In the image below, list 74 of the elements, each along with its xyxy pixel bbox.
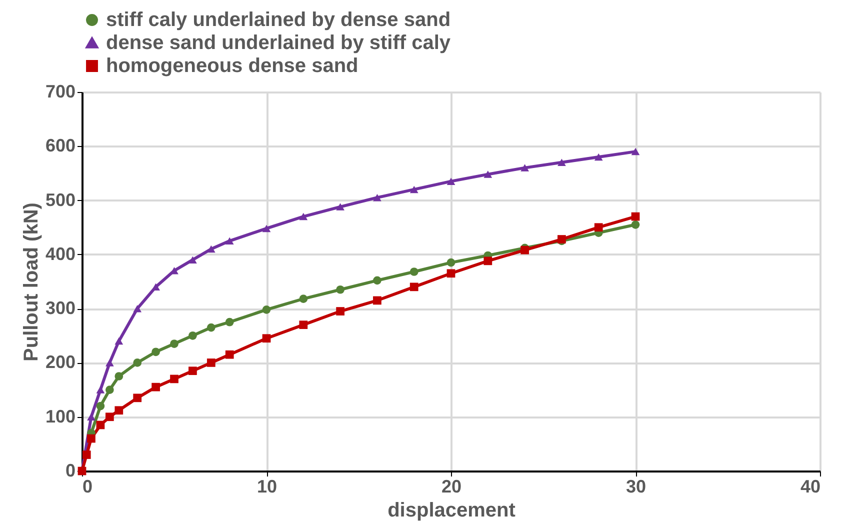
point (262, 334, 271, 343)
point (373, 194, 382, 202)
point (631, 212, 640, 221)
point (262, 224, 271, 232)
point (105, 359, 114, 366)
point (206, 323, 216, 332)
y-tick-label: 100 (45, 406, 76, 426)
point (446, 178, 456, 185)
point (87, 413, 96, 420)
y-tick-label: 700 (45, 82, 76, 102)
y-tick-label: 200 (45, 352, 76, 372)
point (336, 203, 344, 210)
x-axis-title: displacement (388, 500, 516, 522)
point (484, 170, 492, 178)
point (188, 366, 197, 376)
x-tick-label: 20 (441, 476, 462, 496)
point (225, 350, 234, 359)
point (631, 148, 640, 156)
point (373, 296, 382, 305)
point (96, 386, 105, 394)
y-tick-label: 300 (45, 298, 76, 318)
y-tick-label: 400 (45, 244, 76, 264)
y-tick-label: 600 (45, 136, 76, 156)
point (336, 307, 344, 316)
point (114, 337, 124, 345)
point (446, 258, 456, 267)
point (410, 268, 418, 276)
legend-label: stiff caly underlained by dense sand (106, 9, 451, 31)
y-axis-title: Pullout load (kN) (20, 202, 42, 362)
point (152, 283, 160, 291)
point (299, 212, 308, 220)
point (96, 420, 105, 430)
x-tick-label: 30 (626, 476, 646, 496)
point (299, 320, 308, 329)
point (188, 256, 197, 264)
y-tick-label: 500 (45, 190, 76, 210)
point (558, 158, 566, 166)
point (373, 276, 382, 285)
point (262, 305, 271, 314)
point (631, 220, 640, 229)
point (133, 394, 142, 402)
point (133, 304, 142, 312)
y-tick-label: 0 (65, 460, 76, 480)
legend-label: dense sand underlained by stiff caly (106, 32, 452, 54)
legend-label: homogeneous dense sand (106, 55, 358, 77)
x-tick-label: 0 (82, 476, 93, 496)
point (206, 358, 216, 367)
point (520, 164, 529, 172)
point (594, 153, 603, 161)
point (446, 269, 456, 278)
point (114, 372, 124, 380)
point (299, 294, 308, 303)
point (105, 386, 114, 394)
point (152, 382, 160, 392)
point (105, 412, 114, 422)
point (410, 282, 418, 292)
point (87, 434, 96, 443)
point (82, 450, 91, 459)
point (206, 245, 216, 253)
point (484, 256, 492, 266)
point (410, 186, 418, 194)
point (336, 285, 344, 294)
point (170, 374, 178, 384)
x-tick-label: 40 (800, 476, 820, 496)
point (594, 223, 603, 232)
point (188, 331, 197, 340)
point (96, 402, 105, 410)
point (114, 406, 124, 415)
point (225, 237, 234, 245)
point (133, 358, 142, 367)
point (152, 348, 160, 356)
point (225, 318, 234, 326)
point (170, 340, 178, 348)
x-tick-label: 10 (256, 476, 278, 496)
